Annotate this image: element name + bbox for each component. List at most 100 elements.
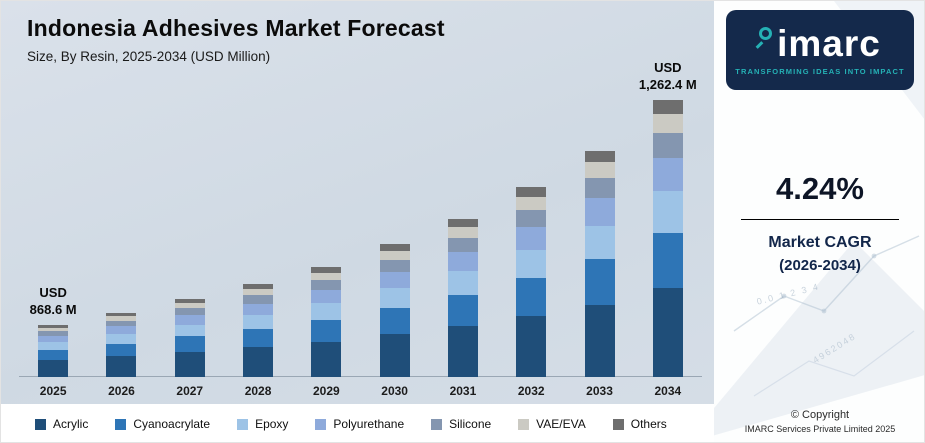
- watermark-numbers: 0.0 1 2 3 4: [755, 281, 821, 307]
- chart-legend: Acrylic Cyanoacrylate Epoxy Polyurethane Sil…: [1, 404, 714, 442]
- legend-swatch: [431, 418, 443, 430]
- watermark-numbers-diagonal: 4962048: [811, 330, 858, 366]
- legend-label: Acrylic: [53, 417, 89, 431]
- bar-segment-epoxy: [584, 225, 615, 260]
- bar-segment-epoxy: [174, 324, 205, 337]
- bar-column: 2028: [224, 89, 292, 404]
- bar-stack: [38, 325, 69, 377]
- legend-label: Cyanoacrylate: [133, 417, 211, 431]
- bar-segment-polyurethane: [38, 335, 69, 343]
- legend-label: Silicone: [449, 417, 492, 431]
- copyright-notice: © Copyright IMARC Services Private Limit…: [714, 409, 924, 434]
- bar-column: USD 1,262.4 M 2034: [634, 60, 702, 404]
- bar-segment-polyurethane: [652, 158, 683, 192]
- legend-item: Acrylic: [35, 417, 88, 431]
- chart-header: Indonesia Adhesives Market Forecast Size…: [27, 15, 445, 64]
- brand-sidebar: 0.0 1 2 3 4 4962048 imarc TRANSFORMING I…: [714, 1, 924, 442]
- x-axis-label: 2029: [312, 383, 340, 398]
- bar-segment-vae-eva: [652, 113, 683, 134]
- bar-segment-epoxy: [652, 191, 683, 233]
- bar-segment-others: [379, 244, 410, 251]
- bar-segment-vae-eva: [243, 288, 274, 296]
- stacked-bar-chart: USD 868.6 M 2025 2026 2027 2028 2029 2030 2031 20…: [19, 60, 702, 404]
- bar-segment-others: [516, 187, 547, 197]
- bar-stack: [106, 313, 137, 377]
- bar-segment-epoxy: [516, 249, 547, 279]
- bar-segment-cyanoacrylate: [38, 349, 69, 361]
- legend-swatch: [115, 418, 127, 430]
- bar-segment-vae-eva: [311, 272, 342, 281]
- bar-segment-acrylic: [516, 316, 547, 377]
- bar-stack: [174, 299, 205, 377]
- imarc-logo-row: imarc: [759, 25, 881, 62]
- bar-column: USD 868.6 M 2025: [19, 89, 87, 404]
- bar-stack: [652, 100, 683, 377]
- x-axis-label: 2033: [586, 383, 613, 398]
- chart-subtitle: Size, By Resin, 2025-2034 (USD Million): [27, 49, 271, 64]
- bar-segment-cyanoacrylate: [106, 343, 137, 357]
- cagr-divider: [741, 219, 899, 220]
- x-axis-label: 2030: [381, 383, 408, 398]
- imarc-logo-text: imarc: [777, 22, 881, 64]
- bar-segment-silicone: [584, 178, 615, 199]
- cagr-value: 4.24%: [776, 171, 864, 206]
- legend-swatch: [237, 418, 249, 430]
- bar-column: 2031: [429, 89, 497, 404]
- bar-segment-cyanoacrylate: [311, 319, 342, 342]
- bar-segment-polyurethane: [243, 303, 274, 315]
- bar-segment-epoxy: [38, 342, 69, 350]
- bar-segment-vae-eva: [379, 250, 410, 260]
- bar-segment-silicone: [243, 295, 274, 304]
- bar-segment-polyurethane: [447, 252, 478, 272]
- bar-segment-acrylic: [311, 341, 342, 377]
- x-axis-line: [19, 376, 702, 377]
- bar-segment-silicone: [38, 331, 69, 336]
- magnifier-icon: [759, 26, 773, 40]
- bar-total-annotation: USD 868.6 M: [29, 285, 77, 318]
- bar-column: 2032: [497, 89, 565, 404]
- bar-segment-vae-eva: [174, 302, 205, 309]
- bar-segment-others: [652, 100, 683, 114]
- bar-segment-others: [174, 299, 205, 303]
- copyright-line2: IMARC Services Private Limited 2025: [744, 424, 896, 434]
- legend-swatch: [35, 418, 46, 430]
- bar-segment-others: [447, 219, 478, 227]
- bar-segment-others: [106, 313, 137, 317]
- page-title: Indonesia Adhesives Market Forecast: [27, 15, 445, 41]
- bar-segment-others: [584, 151, 615, 163]
- legend-label: VAE/EVA: [536, 417, 586, 431]
- cagr-label: Market CAGR: [768, 234, 872, 251]
- bar-segment-polyurethane: [516, 226, 547, 250]
- bar-segment-epoxy: [447, 271, 478, 295]
- x-axis-label: 2034: [654, 383, 682, 398]
- bar-column: 2026: [87, 89, 155, 404]
- bar-segment-polyurethane: [106, 326, 137, 335]
- bar-segment-acrylic: [174, 352, 205, 377]
- bar-segment-silicone: [106, 320, 137, 327]
- bar-segment-epoxy: [379, 287, 410, 308]
- bar-segment-silicone: [516, 209, 547, 227]
- bar-stack: [447, 219, 478, 377]
- x-axis-label: 2028: [244, 383, 272, 398]
- legend-swatch: [518, 418, 530, 430]
- bar-segment-polyurethane: [379, 271, 410, 288]
- legend-swatch: [612, 418, 624, 430]
- bar-segment-acrylic: [243, 347, 274, 377]
- bar-segment-vae-eva: [38, 327, 69, 332]
- bar-segment-polyurethane: [311, 290, 342, 304]
- bar-segment-silicone: [174, 308, 205, 316]
- bar-segment-others: [243, 284, 274, 289]
- bar-segment-silicone: [379, 259, 410, 272]
- legend-item: VAE/EVA: [518, 417, 586, 431]
- cagr-range: (2026-2034): [779, 257, 861, 274]
- bar-stack: [584, 151, 615, 377]
- imarc-logo: imarc TRANSFORMING IDEAS INTO IMPACT: [726, 10, 914, 90]
- legend-item: Cyanoacrylate: [115, 417, 210, 431]
- x-axis-label: 2025: [39, 383, 67, 398]
- x-axis-label: 2031: [449, 383, 477, 398]
- bar-segment-cyanoacrylate: [174, 336, 205, 352]
- bar-segment-polyurethane: [174, 315, 205, 325]
- x-axis-label: 2026: [108, 383, 135, 398]
- bar-segment-vae-eva: [584, 162, 615, 179]
- bar-column: 2033: [565, 89, 633, 404]
